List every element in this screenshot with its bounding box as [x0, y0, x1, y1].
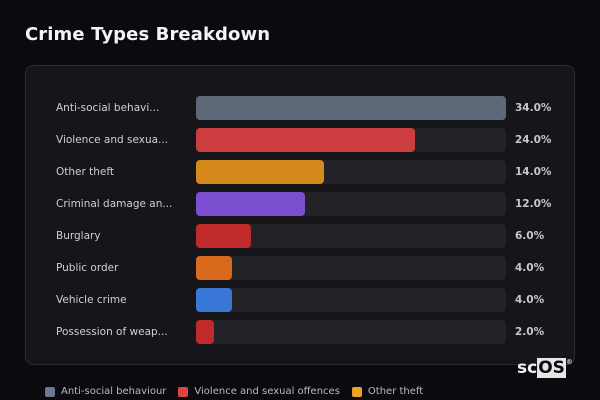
bar-track [196, 128, 506, 152]
bar-fill[interactable] [196, 288, 233, 312]
bar-value: 34.0% [515, 102, 552, 114]
bar-row: Vehicle crime 4.0% [26, 288, 576, 312]
bar-label: Criminal damage an... [56, 198, 173, 210]
bar-track [196, 256, 506, 280]
chart-title: Crime Types Breakdown [25, 24, 271, 45]
legend-swatch-icon [351, 386, 362, 397]
bar-label: Other theft [56, 166, 115, 178]
bar-label: Violence and sexua... [56, 134, 169, 146]
legend-item[interactable]: Anti-social behaviour [45, 386, 166, 397]
bar-row: Other theft 14.0% [26, 160, 576, 184]
bar-fill[interactable] [196, 160, 324, 184]
bar-row: Burglary 6.0% [26, 224, 576, 248]
logo-text-sc: sc [517, 358, 538, 378]
bar-label: Vehicle crime [56, 294, 127, 306]
bar-value: 24.0% [515, 134, 552, 146]
legend-label: Other theft [367, 386, 424, 397]
bar-value: 12.0% [515, 198, 552, 210]
bar-value: 6.0% [515, 230, 545, 242]
bar-track [196, 160, 506, 184]
bar-row: Public order 4.0% [26, 256, 576, 280]
bar-track [196, 288, 506, 312]
chart-card: Anti-social behavi... 34.0% Violence and s… [25, 65, 575, 365]
bar-label: Public order [56, 262, 119, 274]
bar-value: 4.0% [515, 294, 545, 306]
legend-label: Violence and sexual offences [194, 386, 340, 397]
bar-value: 4.0% [515, 262, 545, 274]
logo-text-os: OS [537, 358, 566, 378]
bar-track [196, 224, 506, 248]
brand-logo: scOS® [517, 358, 573, 378]
bar-row: Violence and sexua... 24.0% [26, 128, 576, 152]
bar-fill[interactable] [196, 96, 506, 120]
bar-row: Possession of weap... 2.0% [26, 320, 576, 344]
bar-label: Burglary [56, 230, 101, 242]
bar-fill[interactable] [196, 192, 306, 216]
registered-mark-icon: ® [565, 358, 573, 366]
legend-item[interactable]: Other theft [351, 386, 424, 397]
bar-track [196, 192, 506, 216]
bar-label: Anti-social behavi... [56, 102, 160, 114]
bar-row: Anti-social behavi... 34.0% [26, 96, 576, 120]
legend-label: Anti-social behaviour [61, 386, 167, 397]
bar-row: Criminal damage an... 12.0% [26, 192, 576, 216]
legend-swatch-icon [178, 386, 189, 397]
bar-value: 14.0% [515, 166, 552, 178]
bar-track [196, 320, 506, 344]
bar-fill[interactable] [196, 256, 233, 280]
legend-swatch-icon [45, 386, 55, 397]
chart-legend: Anti-social behaviour Violence and sexual… [45, 386, 423, 397]
bar-fill[interactable] [196, 224, 251, 248]
legend-item[interactable]: Violence and sexual offences [178, 386, 340, 397]
bar-fill[interactable] [196, 128, 415, 152]
bar-track [196, 96, 506, 120]
bar-value: 2.0% [515, 326, 545, 338]
bar-fill[interactable] [196, 320, 215, 344]
bar-label: Possession of weap... [56, 326, 168, 338]
